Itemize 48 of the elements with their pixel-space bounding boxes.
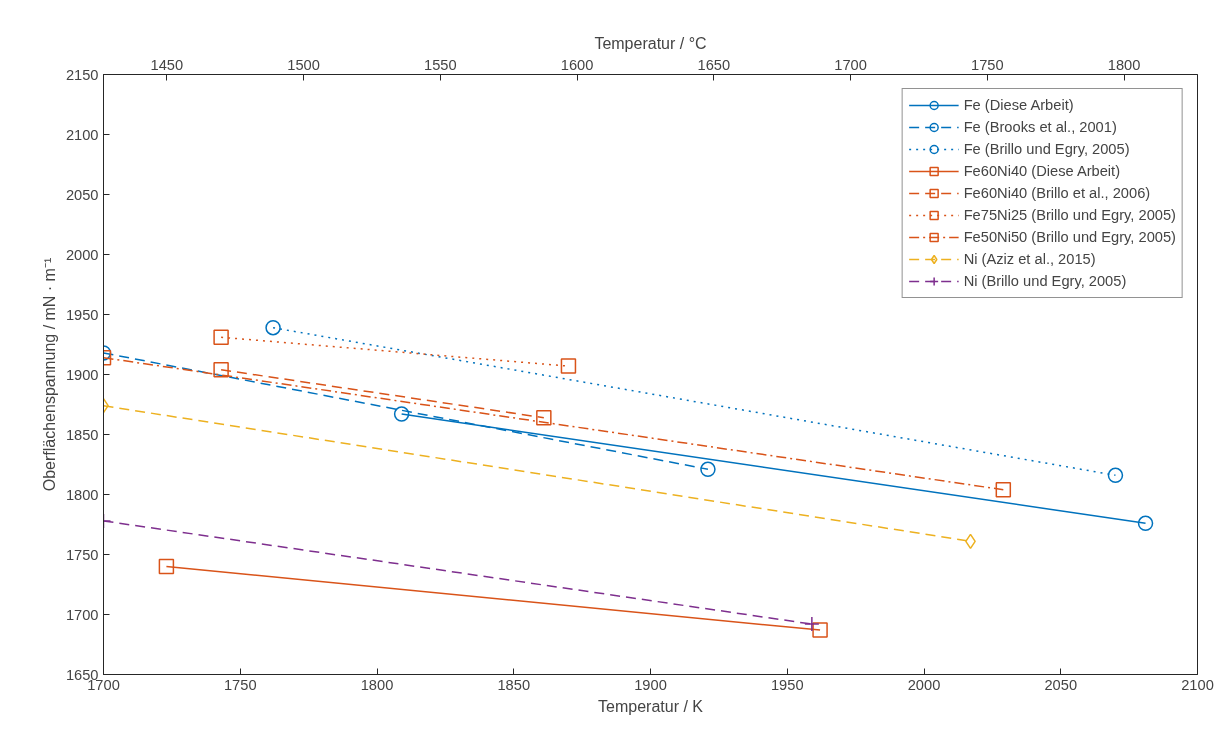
x2-tick-label: 1750	[971, 56, 1004, 73]
point	[393, 406, 410, 422]
y-axis-title: Oberflächenspannung / mN · m⁻¹	[40, 257, 58, 492]
y-tick-label: 1800	[65, 486, 99, 503]
y-tick-label: 2100	[65, 126, 99, 143]
y-tick-label: 1750	[65, 546, 99, 563]
y-tick-label: 2000	[65, 246, 99, 263]
y-tick-label: 1850	[65, 426, 99, 443]
x2-tick-label: 1800	[1107, 56, 1141, 73]
legend-label: Fe60Ni40 (Diese Arbeit)	[963, 163, 1121, 179]
x-tick-label: 2100	[1181, 676, 1214, 693]
point	[1107, 467, 1124, 484]
x2-tick-label: 1600	[560, 56, 594, 73]
x-tick-label: 2050	[1044, 676, 1078, 693]
x-axis-title: Temperatur / K	[598, 697, 704, 715]
legend-label: Fe60Ni40 (Brillo et al., 2006)	[963, 185, 1151, 201]
legend-label: Fe (Brillo und Egry, 2005)	[963, 141, 1130, 157]
y-tick-label: 2050	[65, 186, 99, 203]
point	[158, 558, 175, 575]
legend-label: Fe (Diese Arbeit)	[963, 97, 1074, 113]
y-tick-label: 2150	[65, 66, 99, 83]
x2-tick-label: 1550	[424, 56, 457, 73]
x-tick-label: 1800	[360, 676, 394, 693]
x-tick-label: 1750	[223, 676, 257, 693]
point	[1137, 515, 1154, 532]
y-tick-label: 1700	[65, 606, 99, 623]
x2-tick-label: 1450	[150, 56, 184, 73]
x-tick-label: 1950	[770, 676, 804, 693]
legend-label: Ni (Brillo und Egry, 2005)	[963, 273, 1127, 289]
point	[213, 361, 229, 378]
x-tick-label: 2000	[907, 676, 941, 693]
point	[536, 409, 552, 426]
y-tick-label: 1950	[65, 306, 99, 323]
point	[213, 329, 229, 346]
point	[560, 358, 577, 374]
x-tick-label: 1900	[634, 676, 667, 693]
x-tick-label: 1850	[497, 676, 531, 693]
y-tick-label: 1900	[65, 366, 99, 383]
x2-axis-title: Temperatur / °C	[594, 34, 707, 52]
legend-label: Fe (Brooks et al., 2001)	[963, 119, 1117, 135]
legend-label: Fe75Ni25 (Brillo und Egry, 2005)	[963, 207, 1176, 223]
legend-label: Ni (Aziz et al., 2015)	[963, 251, 1096, 267]
point	[812, 622, 828, 638]
x2-tick-label: 1500	[287, 56, 320, 73]
x2-tick-label: 1650	[697, 56, 731, 73]
legend-label: Fe50Ni50 (Brillo und Egry, 2005)	[963, 229, 1176, 245]
point	[265, 319, 281, 336]
x2-tick-label: 1700	[834, 56, 867, 73]
